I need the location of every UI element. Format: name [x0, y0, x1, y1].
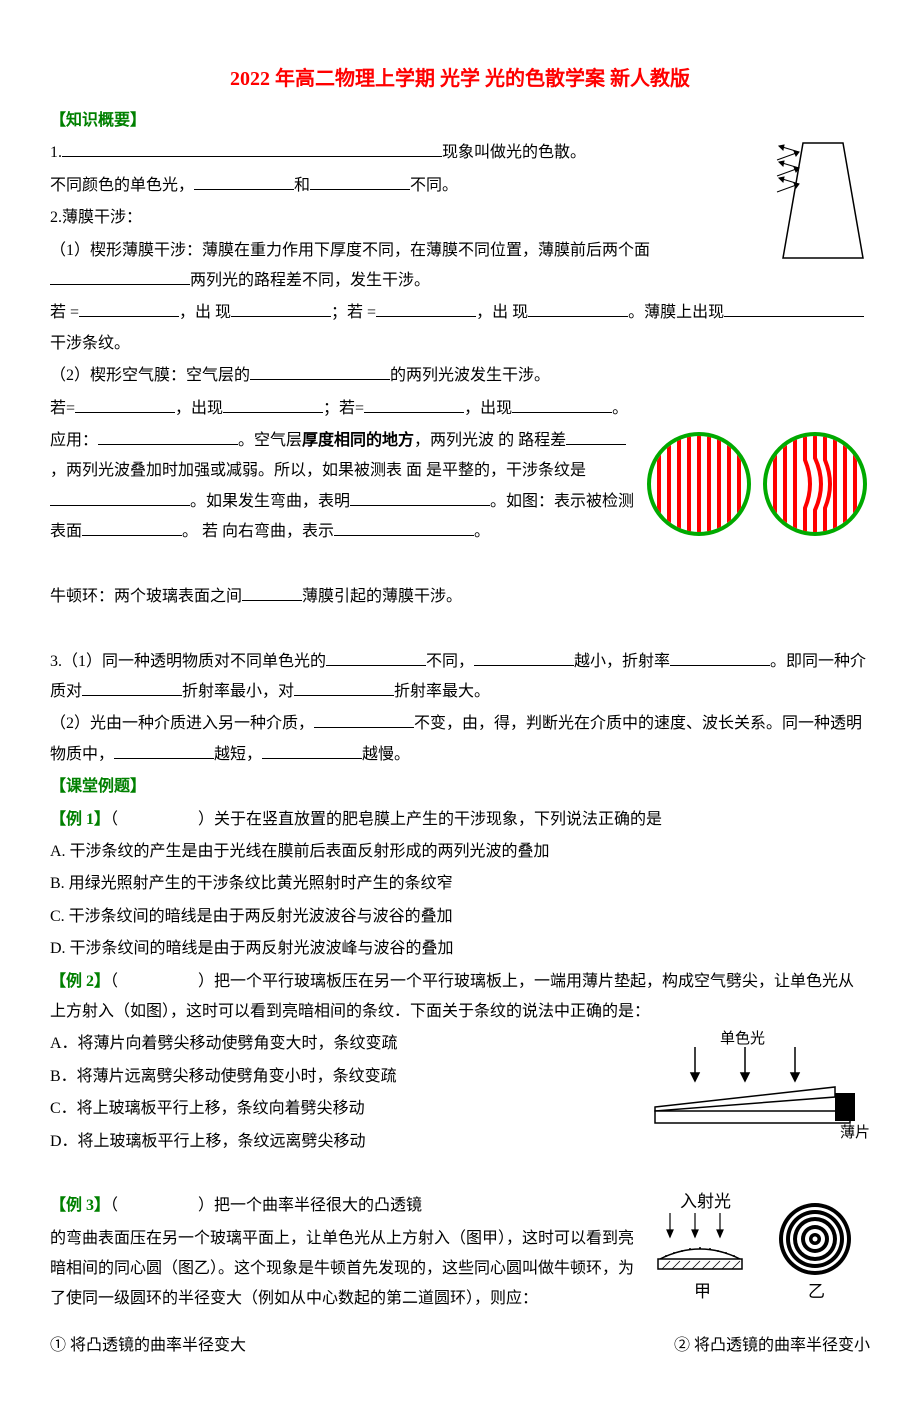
ex2: 【例 2】（ ）把一个平行玻璃板压在另一个平行玻璃板上，一端用薄片垫起，构成空气… — [50, 967, 870, 1028]
ex1-label: 【例 1】 — [50, 811, 110, 828]
fig3-label-light: 入射光 — [680, 1192, 731, 1211]
hdr-examples: 【课堂例题】 — [50, 778, 146, 795]
ex3-label: 【例 3】 — [50, 1197, 110, 1214]
k2-newton: 牛顿环：两个玻璃表面之间薄膜引起的薄膜干涉。 — [50, 582, 870, 612]
k2-if2: 若=，出现；若=，出现。 — [50, 394, 870, 424]
bold-thickness: 厚度相同的地方 — [302, 432, 414, 449]
k1-num: 1. — [50, 144, 62, 161]
fig-wedge-film — [775, 138, 870, 263]
ex1: 【例 1】（ ）关于在竖直放置的肥皂膜上产生的干涉现象，下列说法正确的是 — [50, 805, 870, 835]
k2-if1: 若 =，出 现；若 =，出 现。薄膜上出现干涉条纹。 — [50, 298, 870, 359]
ex3-opts: ① 将凸透镜的曲率半径变大 ② 将凸透镜的曲率半径变小 — [50, 1331, 870, 1361]
hdr-knowledge: 【知识概要】 — [50, 112, 146, 129]
ex1-C: C. 干涉条纹间的暗线是由于两反射光波波谷与波谷的叠加 — [50, 902, 870, 932]
fig3-cap1: 甲 — [694, 1282, 711, 1301]
fig-air-wedge: 单色光 薄片 — [640, 1029, 870, 1139]
ex2-q: （ ）把一个平行玻璃板压在另一个平行玻璃板上，一端用薄片垫起，构成空气劈尖，让单… — [50, 973, 854, 1020]
k2-1: （1）楔形薄膜干涉：薄膜在重力作用下厚度不同，在薄膜不同位置，薄膜前后两个面两列… — [50, 236, 870, 297]
k3-2: （2）光由一种介质进入另一种介质，不变，由，得，判断光在介质中的速度、波长关系。… — [50, 709, 870, 770]
ex3-opt1: ① 将凸透镜的曲率半径变大 — [50, 1331, 246, 1361]
fig3-cap2: 乙 — [808, 1282, 825, 1301]
ex3-q-pre: （ ）把一个曲率半径很大的凸透镜 — [110, 1197, 422, 1214]
doc-title: 2022 年高二物理上学期 光学 光的色散学案 新人教版 — [50, 60, 870, 98]
ex3-opt2: ② 将凸透镜的曲率半径变小 — [674, 1331, 870, 1361]
fig2-label-shim: 薄片 — [840, 1124, 870, 1139]
ex1-q: （ ）关于在竖直放置的肥皂膜上产生的干涉现象，下列说法正确的是 — [110, 811, 662, 828]
ex1-D: D. 干涉条纹间的暗线是由于两反射光波波峰与波谷的叠加 — [50, 934, 870, 964]
k1-line2: 不同颜色的单色光，和不同。 — [50, 171, 870, 201]
ex2-label: 【例 2】 — [50, 973, 110, 990]
fig-newton-rings: 入射光 甲 — [650, 1189, 870, 1329]
k2-2: （2）楔形空气膜：空气层的的两列光波发生干涉。 — [50, 361, 870, 391]
fig2-label-light: 单色光 — [720, 1030, 765, 1047]
k1-suf: 现象叫做光的色散。 — [442, 144, 586, 161]
ex1-A: A. 干涉条纹的产生是由于光线在膜前后表面反射形成的两列光波的叠加 — [50, 837, 870, 867]
k2: 2.薄膜干涉： — [50, 203, 870, 233]
k1-line1: 1. 现象叫做光的色散。 — [50, 138, 870, 168]
k3-1: 3.（1）同一种透明物质对不同单色光的不同，越小，折射率。即同一种介质对折射率最… — [50, 647, 870, 708]
fig-interference-circles — [645, 430, 870, 538]
ex1-B: B. 用绿光照射产生的干涉条纹比黄光照射时产生的条纹窄 — [50, 869, 870, 899]
